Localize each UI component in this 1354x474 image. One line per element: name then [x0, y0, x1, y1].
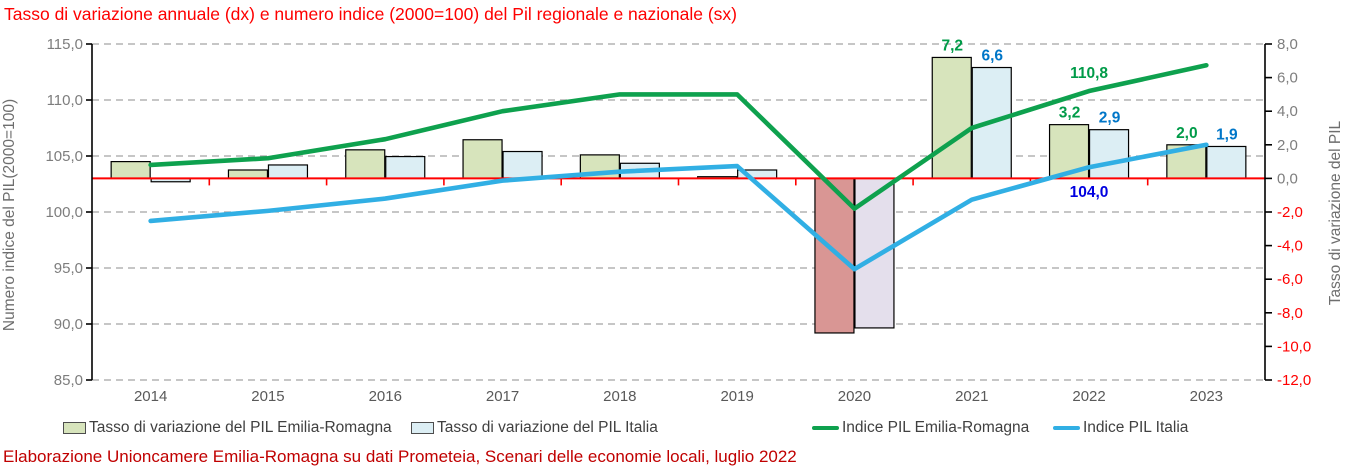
bar-2015-s0 — [227, 169, 269, 179]
data-label: 110,8 — [1070, 65, 1108, 82]
right-tick-label: -8,0 — [1277, 305, 1303, 322]
right-tick-label: 4,0 — [1277, 103, 1298, 120]
data-label: 2,0 — [1176, 125, 1198, 142]
right-axis-title: Tasso di variazione del PIL — [1327, 120, 1344, 305]
year-label: 2022 — [1072, 388, 1105, 405]
year-label: 2015 — [251, 388, 284, 405]
year-label: 2017 — [486, 388, 519, 405]
bar-2022-s1 — [1088, 129, 1130, 179]
right-tick-label: -2,0 — [1277, 204, 1303, 221]
legend-item-tasso-italia[interactable]: Tasso di variazione del PIL Italia — [411, 419, 658, 437]
line-swatch-emilia-romagna-icon — [812, 425, 839, 431]
left-tick-label: 90,0 — [54, 316, 83, 333]
line-italia — [148, 142, 1209, 272]
bar-2021-s1 — [971, 66, 1012, 179]
legend-label: Indice PIL Emilia-Romagna — [842, 419, 1030, 436]
left-tick-label: 115,0 — [47, 36, 83, 53]
legend-label: Tasso di variazione del PIL Emilia-Romag… — [89, 419, 392, 436]
bar-2017-s0 — [462, 139, 503, 179]
data-label: 104,0 — [1070, 184, 1109, 201]
source-note: Elaborazione Unioncamere Emilia-Romagna … — [3, 447, 797, 466]
legend-item-indice-italia[interactable]: Indice PIL Italia — [1053, 419, 1188, 437]
left-tick-label: 110,0 — [47, 92, 83, 109]
legend-label: Indice PIL Italia — [1083, 419, 1189, 436]
line-swatch-italia-icon — [1053, 425, 1080, 431]
line-emilia-romagna — [148, 62, 1209, 211]
bar-2016-s1 — [385, 155, 426, 179]
right-tick-label: -10,0 — [1277, 338, 1311, 355]
year-label: 2018 — [603, 388, 636, 405]
right-tick-label: -4,0 — [1277, 238, 1303, 255]
bar-2015-s1 — [267, 164, 309, 180]
bar-2020-s1 — [854, 177, 895, 329]
data-label: 3,2 — [1059, 105, 1081, 122]
bar-2021-s0 — [931, 56, 972, 179]
legend-item-indice-emilia-romagna[interactable]: Indice PIL Emilia-Romagna — [812, 419, 1029, 437]
year-label: 2019 — [720, 388, 753, 405]
year-label: 2023 — [1190, 388, 1223, 405]
bar-2016-s0 — [345, 149, 386, 179]
year-label: 2014 — [134, 388, 167, 405]
year-label: 2016 — [369, 388, 402, 405]
right-tick-label: 8,0 — [1277, 36, 1298, 53]
legend-item-tasso-emilia-romagna[interactable]: Tasso di variazione del PIL Emilia-Romag… — [63, 419, 392, 437]
right-tick-label: 2,0 — [1277, 137, 1298, 154]
right-tick-label: -6,0 — [1277, 271, 1303, 288]
year-label: 2020 — [838, 388, 871, 405]
legend-label: Tasso di variazione del PIL Italia — [437, 419, 658, 436]
left-tick-label: 95,0 — [54, 260, 83, 277]
data-label: 7,2 — [941, 37, 963, 54]
bar-2023-s1 — [1206, 145, 1247, 179]
left-tick-label: 85,0 — [54, 372, 83, 389]
bar-swatch-emilia-romagna-icon — [63, 422, 86, 434]
left-tick-label: 105,0 — [45, 148, 83, 165]
bar-swatch-italia-icon — [411, 422, 434, 434]
chart-title: Tasso di variazione annuale (dx) e numer… — [4, 4, 738, 24]
left-tick-label: 100,0 — [45, 204, 83, 221]
right-tick-label: 6,0 — [1277, 70, 1298, 87]
right-tick-label: -12,0 — [1277, 372, 1311, 389]
year-label: 2021 — [955, 388, 988, 405]
data-label: 6,6 — [981, 48, 1003, 65]
bar-2014-s0 — [110, 161, 151, 180]
data-label: 2,9 — [1099, 110, 1121, 127]
data-label: 1,9 — [1216, 126, 1238, 143]
right-tick-label: 0,0 — [1277, 170, 1298, 187]
left-axis-title: Numero indice del PIL(2000=100) — [1, 99, 18, 331]
bar-2017-s1 — [502, 150, 543, 180]
